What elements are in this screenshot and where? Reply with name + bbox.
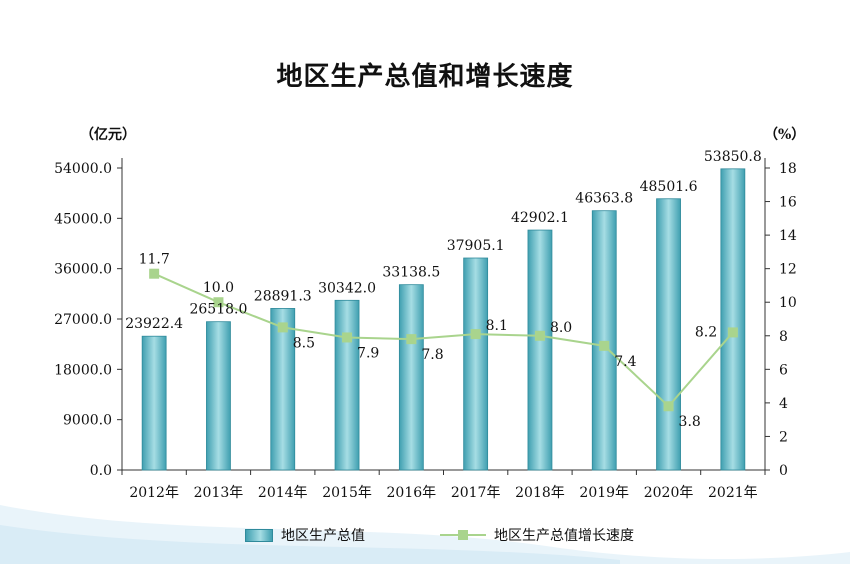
- growth-point: [599, 340, 610, 351]
- right-axis-tick-label: 10: [779, 295, 797, 311]
- growth-point-label: 7.8: [421, 347, 443, 363]
- gdp-bar: [656, 198, 681, 471]
- left-axis-tick-label: 9000.0: [63, 413, 112, 429]
- growth-point: [277, 322, 288, 333]
- gdp-bar: [463, 257, 489, 471]
- growth-point: [213, 297, 224, 308]
- legend-item-growth: 地区生产总值增长速度: [440, 525, 634, 545]
- legend-line-swatch: [440, 529, 486, 541]
- gdp-bar: [334, 299, 360, 471]
- x-axis-tick-label: 2013年: [194, 485, 244, 501]
- gdp-bar: [141, 335, 167, 471]
- right-axis-tick-label: 14: [779, 228, 797, 244]
- growth-point-label: 11.7: [139, 252, 170, 268]
- growth-point: [406, 334, 417, 345]
- x-axis-tick-label: 2020年: [644, 485, 694, 501]
- left-axis-tick-label: 0.0: [90, 463, 112, 479]
- gdp-bar-label: 33138.5: [382, 265, 440, 281]
- left-axis-tick-label: 45000.0: [54, 211, 112, 227]
- right-axis-tick-label: 16: [779, 195, 797, 211]
- growth-point: [727, 327, 738, 338]
- x-axis-tick-label: 2012年: [129, 485, 179, 501]
- legend-label-gdp: 地区生产总值: [281, 528, 365, 544]
- growth-point-label: 8.2: [695, 324, 717, 340]
- growth-point-label: 8.5: [293, 335, 315, 351]
- gdp-bar: [527, 229, 553, 471]
- gdp-bar-label: 30342.0: [318, 280, 376, 296]
- gdp-bar-label: 48501.6: [640, 179, 698, 195]
- gdp-bar: [398, 284, 424, 471]
- right-axis-tick-label: 0: [779, 463, 788, 479]
- left-axis-tick-label: 36000.0: [54, 262, 112, 278]
- x-axis-tick-label: 2015年: [322, 485, 372, 501]
- chart-title: 地区生产总值和增长速度: [276, 62, 574, 92]
- growth-line-series: [149, 268, 738, 412]
- growth-point-label: 8.0: [550, 320, 572, 336]
- growth-point-label: 10.0: [203, 280, 234, 296]
- left-axis-tick-label: 27000.0: [54, 312, 112, 328]
- data-labels: 23922.4 26518.0 28891.3 30342.0 33138.5 37905…: [125, 149, 762, 430]
- growth-point-label: 7.9: [357, 345, 379, 361]
- x-axis-tick-label: 2019年: [579, 485, 629, 501]
- gdp-bar-label: 26518.0: [189, 302, 247, 318]
- growth-line: [153, 272, 734, 408]
- legend-bar-swatch: [245, 528, 273, 542]
- growth-point-label: 8.1: [486, 318, 508, 334]
- right-axis-tick-label: 2: [779, 429, 788, 445]
- right-axis-tick-label: 6: [779, 362, 788, 378]
- legend-item-gdp: 地区生产总值: [245, 525, 365, 545]
- left-axis-unit: （亿元）: [80, 127, 136, 143]
- x-axis-tick-label: 2018年: [515, 485, 565, 501]
- gdp-bar: [206, 321, 231, 471]
- growth-point-label: 7.4: [614, 354, 636, 370]
- gdp-bar: [591, 210, 617, 471]
- x-axis-tick-label: 2021年: [708, 485, 758, 501]
- growth-point-label: 3.8: [679, 414, 701, 430]
- gdp-bar-label: 23922.4: [125, 316, 183, 332]
- left-axis-tick-label: 54000.0: [54, 161, 112, 177]
- growth-point: [470, 329, 481, 340]
- x-axis-tick-label: 2017年: [451, 485, 501, 501]
- x-axis-tick-label: 2014年: [258, 485, 308, 501]
- gdp-bar-label: 42902.1: [511, 210, 569, 226]
- gdp-bar-label: 28891.3: [254, 288, 312, 304]
- right-axis-unit: （%）: [764, 127, 806, 143]
- gdp-bar: [720, 168, 746, 471]
- left-axis-tick-label: 18000.0: [54, 362, 112, 378]
- growth-point: [149, 268, 160, 279]
- gdp-bar-label: 46363.8: [575, 191, 633, 207]
- growth-point: [663, 401, 674, 412]
- bar-series: [141, 168, 746, 471]
- growth-point: [342, 332, 353, 343]
- right-axis-tick-label: 12: [779, 262, 797, 278]
- gdp-bar: [270, 308, 296, 471]
- right-axis-tick-label: 4: [779, 396, 788, 412]
- right-axis-tick-label: 8: [779, 329, 788, 345]
- right-axis-tick-label: 18: [779, 161, 797, 177]
- growth-point: [534, 330, 545, 341]
- x-axis-tick-label: 2016年: [387, 485, 437, 501]
- legend-label-growth: 地区生产总值增长速度: [494, 528, 634, 544]
- gdp-bar-label: 53850.8: [704, 149, 762, 165]
- gdp-bar-label: 37905.1: [447, 238, 505, 254]
